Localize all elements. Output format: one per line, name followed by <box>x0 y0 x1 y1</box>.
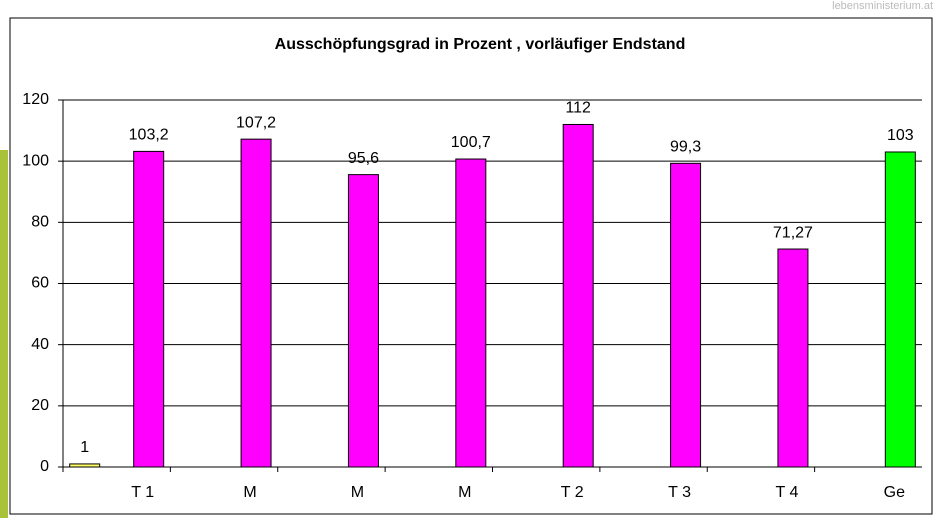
bar <box>884 151 916 468</box>
value-label: 1 <box>80 439 89 456</box>
bar <box>562 123 594 468</box>
y-tick-label: 20 <box>31 397 49 414</box>
y-tick-label: 40 <box>31 336 49 353</box>
bar <box>777 248 809 468</box>
x-tick-label: Ge <box>884 484 905 501</box>
value-label: 99,3 <box>670 139 701 156</box>
x-tick-label: T 1 <box>131 484 154 501</box>
y-tick-label: 0 <box>40 458 49 475</box>
bar <box>240 138 272 468</box>
value-label: 103,2 <box>129 127 169 144</box>
x-tick-label: T 4 <box>776 484 799 501</box>
value-label: 112 <box>565 100 591 117</box>
bar <box>69 463 101 468</box>
x-tick-label: T 3 <box>668 484 691 501</box>
x-tick-label: M <box>458 484 471 501</box>
bar <box>347 174 379 468</box>
value-label: 107,2 <box>236 114 276 131</box>
value-label: 103 <box>887 127 914 144</box>
value-label: 71,27 <box>773 224 813 241</box>
x-tick-label: M <box>243 484 256 501</box>
x-tick-label: M <box>351 484 364 501</box>
bar <box>670 162 702 468</box>
y-tick-label: 80 <box>31 214 49 231</box>
value-label: 100,7 <box>451 134 491 151</box>
x-tick-label: T 2 <box>561 484 584 501</box>
side-strip <box>0 150 8 518</box>
y-tick-label: 60 <box>31 275 49 292</box>
value-label: 95,6 <box>348 150 379 167</box>
watermark: lebensministerium.at <box>832 0 933 12</box>
y-tick-label: 100 <box>22 152 49 169</box>
bar <box>133 150 165 468</box>
y-tick-label: 120 <box>22 91 49 108</box>
bar <box>455 158 487 468</box>
chart-title: Ausschöpfungsgrad in Prozent , vorläufig… <box>275 36 686 53</box>
